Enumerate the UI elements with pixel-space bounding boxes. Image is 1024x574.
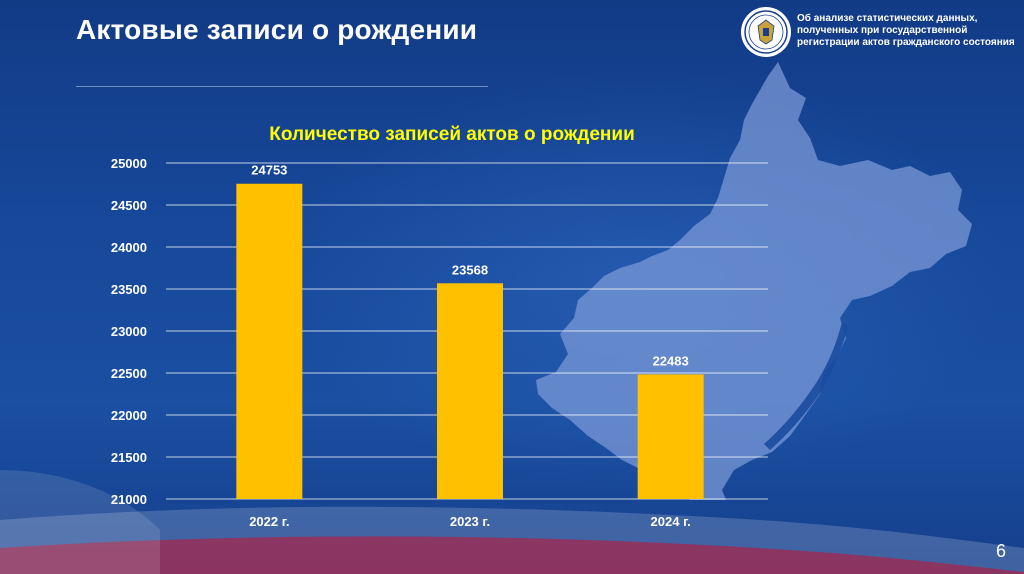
y-tick-label: 23500	[111, 282, 147, 297]
header-caption: Об анализе статистических данных, получе…	[797, 13, 1017, 49]
chart-data-labels: 24753 23568 22483	[251, 163, 688, 369]
y-tick-label: 22000	[111, 408, 147, 423]
y-tick-label: 23000	[111, 324, 147, 339]
x-tick-label: 2023 г.	[450, 514, 490, 529]
header-caption-line: полученных при государственной	[797, 25, 968, 36]
chart-title: Количество записей актов о рождении	[269, 124, 635, 145]
y-tick-label: 24000	[111, 240, 147, 255]
y-tick-label: 21000	[111, 492, 147, 507]
bar	[637, 374, 704, 499]
header-caption-line: регистрации актов гражданского состояния	[797, 37, 1015, 48]
decorative-swoosh-left	[0, 470, 160, 574]
bar	[437, 283, 503, 499]
x-tick-label: 2022 г.	[249, 514, 289, 529]
x-tick-label: 2024 г.	[651, 514, 691, 529]
y-tick-label: 24500	[111, 198, 147, 213]
y-tick-label: 22500	[111, 366, 147, 381]
x-axis-ticks: 2022 г. 2023 г. 2024 г.	[249, 514, 691, 529]
page-title: Актовые записи о рождении	[76, 14, 478, 45]
lake-shape	[764, 322, 848, 450]
y-axis-ticks: 21000 21500 22000 22500 23000 23500 24000 24500…	[111, 156, 147, 507]
chart-bars	[236, 183, 704, 500]
decorative-swoosh-red	[0, 536, 1024, 574]
y-tick-label: 25000	[111, 156, 147, 171]
bar	[236, 183, 303, 500]
header-caption-line: Об анализе статистических данных,	[797, 13, 978, 24]
y-tick-label: 21500	[111, 450, 147, 465]
title-divider	[76, 86, 488, 87]
emblem-seal-icon	[741, 7, 791, 57]
data-label: 22483	[653, 353, 689, 368]
page-number: 6	[995, 541, 1006, 561]
data-label: 24753	[251, 163, 287, 178]
data-label: 23568	[452, 262, 488, 277]
